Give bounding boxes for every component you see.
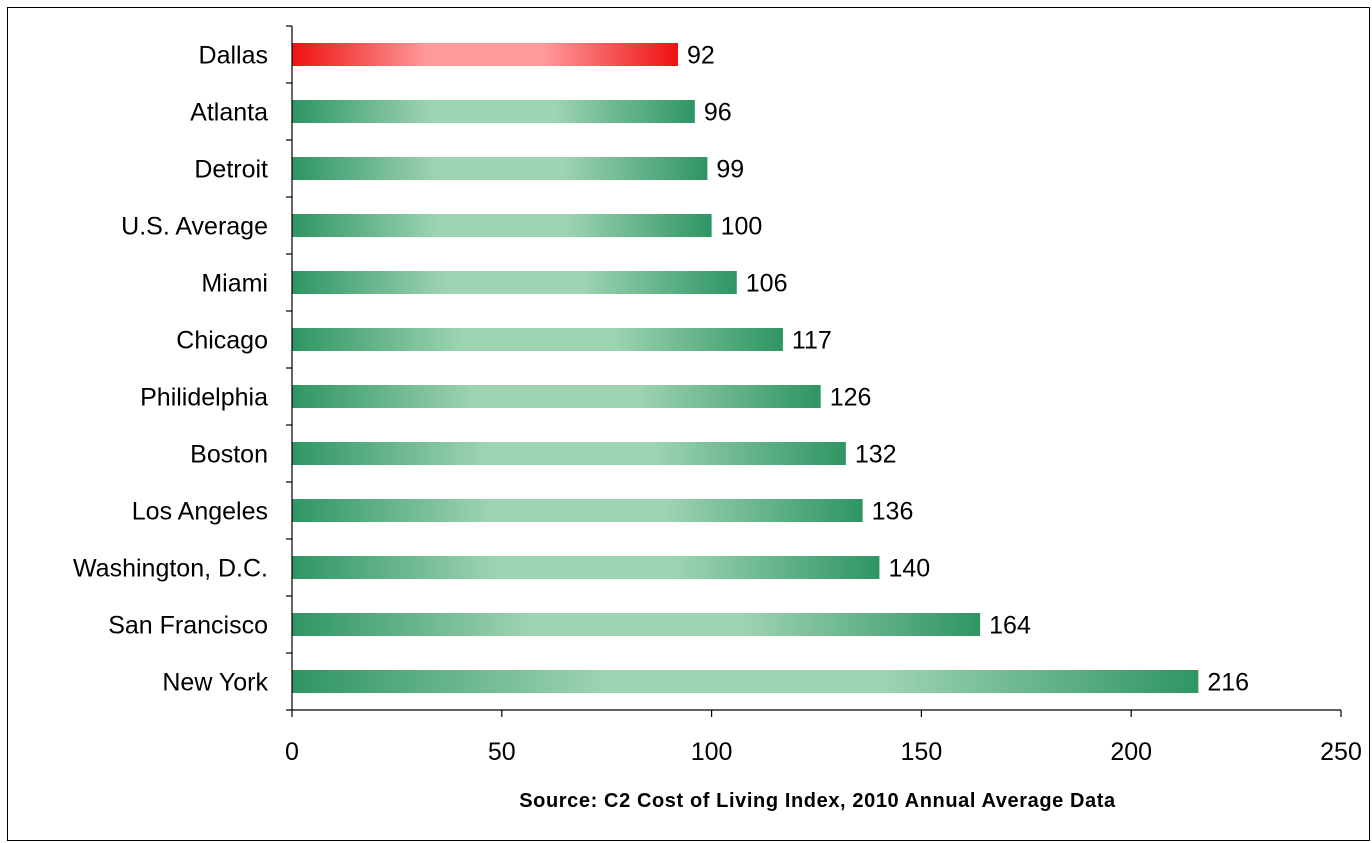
- bar-atlanta: [292, 100, 695, 123]
- bar-dallas: [292, 43, 679, 66]
- category-labels: Dallas Atlanta Detroit U.S. Average Miami Chi…: [73, 42, 268, 697]
- category-label-philidelphia: Philidelphia: [140, 384, 268, 412]
- value-label-chicago: 117: [792, 327, 832, 355]
- bar-u-s-average: [292, 214, 712, 237]
- category-label-new-york: New York: [162, 669, 268, 697]
- category-label-atlanta: Atlanta: [190, 99, 268, 127]
- value-label-atlanta: 96: [704, 99, 732, 127]
- value-label-los-angeles: 136: [872, 498, 914, 526]
- y-axis-ticks: [286, 25, 292, 711]
- value-label-dallas: 92: [687, 42, 715, 70]
- category-label-washington-d-c: Washington, D.C.: [73, 555, 268, 583]
- value-label-washington-d-c: 140: [888, 555, 930, 583]
- category-label-detroit: Detroit: [194, 156, 268, 184]
- category-label-los-angeles: Los Angeles: [132, 498, 268, 526]
- value-label-detroit: 99: [716, 156, 744, 184]
- value-label-philidelphia: 126: [830, 384, 872, 412]
- value-label-miami: 106: [746, 270, 788, 298]
- value-label-u-s-average: 100: [721, 213, 763, 241]
- category-label-boston: Boston: [190, 441, 268, 469]
- x-tick-label-50: 50: [488, 738, 516, 766]
- category-label-chicago: Chicago: [176, 327, 268, 355]
- category-label-miami: Miami: [201, 270, 268, 298]
- x-tick-label-200: 200: [1110, 738, 1152, 766]
- bars-group: [292, 43, 1199, 693]
- bar-washington-d-c: [292, 556, 880, 579]
- category-label-san-francisco: San Francisco: [108, 612, 268, 640]
- x-tick-label-0: 0: [285, 738, 299, 766]
- bar-boston: [292, 442, 846, 465]
- bar-new-york: [292, 670, 1199, 693]
- bar-san-francisco: [292, 613, 981, 636]
- x-axis-title: Source: C2 Cost of Living Index, 2010 An…: [519, 790, 1116, 812]
- bar-chicago: [292, 328, 783, 351]
- value-labels: 92 96 99 100 106 117 126 132 136 140 164 216: [687, 42, 1249, 697]
- value-label-san-francisco: 164: [989, 612, 1031, 640]
- bar-detroit: [292, 157, 708, 180]
- value-label-new-york: 216: [1207, 669, 1249, 697]
- chart-frame: [7, 7, 1370, 841]
- x-tick-label-100: 100: [691, 738, 733, 766]
- category-label-dallas: Dallas: [199, 42, 268, 70]
- bar-miami: [292, 271, 737, 294]
- value-label-boston: 132: [855, 441, 897, 469]
- category-label-u-s-average: U.S. Average: [121, 213, 268, 241]
- x-tick-label-250: 250: [1320, 738, 1362, 766]
- bar-philidelphia: [292, 385, 821, 408]
- bar-los-angeles: [292, 499, 863, 522]
- x-axis-ticks: 0 50 100 150 200 250: [285, 710, 1362, 766]
- x-tick-label-150: 150: [901, 738, 943, 766]
